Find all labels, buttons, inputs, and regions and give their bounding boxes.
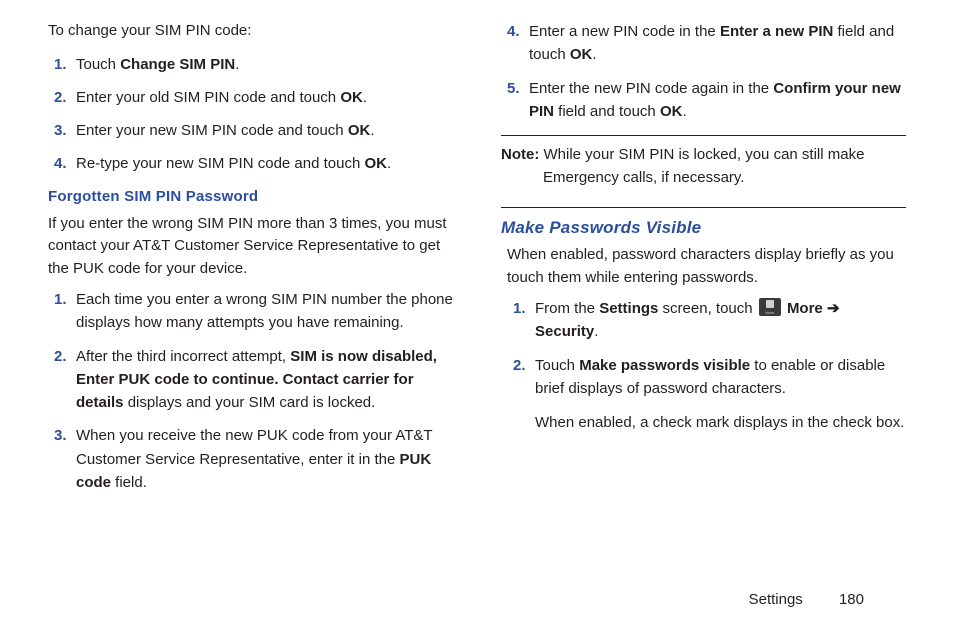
footer-section: Settings: [749, 591, 803, 608]
step-text: Enter the new PIN code again in the Conf…: [529, 77, 906, 124]
step-number: 5.: [501, 77, 529, 100]
step-item: 2. Touch Make passwords visible to enabl…: [507, 354, 906, 401]
step-item: 2. After the third incorrect attempt, SI…: [48, 345, 453, 415]
step-number: 3.: [48, 119, 76, 142]
step-text: When you receive the new PUK code from y…: [76, 424, 453, 494]
note-divider-top: [501, 135, 906, 136]
step-item: 2. Enter your old SIM PIN code and touch…: [48, 86, 453, 109]
forgotten-pin-heading: Forgotten SIM PIN Password: [48, 188, 453, 205]
make-passwords-visible-body: When enabled, password characters displa…: [507, 244, 906, 289]
step-item: 5. Enter the new PIN code again in the C…: [501, 77, 906, 124]
forgotten-pin-body: If you enter the wrong SIM PIN more than…: [48, 213, 453, 281]
step-text: Re-type your new SIM PIN code and touch …: [76, 152, 453, 175]
forgotten-pin-steps: 1. Each time you enter a wrong SIM PIN n…: [48, 288, 453, 494]
right-column: 4. Enter a new PIN code in the Enter a n…: [501, 20, 906, 506]
make-passwords-visible-steps: 1. From the Settings screen, touch More …: [507, 297, 906, 400]
note-text: While your SIM PIN is locked, you can st…: [539, 146, 864, 163]
step-number: 1.: [507, 297, 535, 320]
step-item: 3. Enter your new SIM PIN code and touch…: [48, 119, 453, 142]
footer-page-number: 180: [839, 591, 864, 608]
step-text: Enter a new PIN code in the Enter a new …: [529, 20, 906, 67]
step-number: 2.: [48, 86, 76, 109]
note-divider-bottom: [501, 207, 906, 208]
step-text: Each time you enter a wrong SIM PIN numb…: [76, 288, 453, 335]
step-item: 3. When you receive the new PUK code fro…: [48, 424, 453, 494]
step-number: 1.: [48, 288, 76, 311]
note-label: Note:: [501, 146, 539, 163]
step-text: Enter your old SIM PIN code and touch OK…: [76, 86, 453, 109]
step-text: Touch Change SIM PIN.: [76, 53, 453, 76]
step-number: 4.: [48, 152, 76, 175]
make-passwords-visible-heading: Make Passwords Visible: [501, 218, 906, 238]
step-text: From the Settings screen, touch More ➔ S…: [535, 297, 906, 344]
step-number: 4.: [501, 20, 529, 43]
step-text: Touch Make passwords visible to enable o…: [535, 354, 906, 401]
left-column: To change your SIM PIN code: 1. Touch Ch…: [48, 20, 453, 506]
change-pin-steps: 1. Touch Change SIM PIN. 2. Enter your o…: [48, 53, 453, 176]
step-item: 4. Enter a new PIN code in the Enter a n…: [501, 20, 906, 67]
change-pin-intro: To change your SIM PIN code:: [48, 20, 453, 43]
step-number: 2.: [48, 345, 76, 368]
forgotten-pin-steps-continued: 4. Enter a new PIN code in the Enter a n…: [501, 20, 906, 123]
more-icon: [759, 298, 781, 316]
page-footer: Settings 180: [749, 591, 864, 608]
step-number: 1.: [48, 53, 76, 76]
step-text: After the third incorrect attempt, SIM i…: [76, 345, 453, 415]
note-text-line2: Emergency calls, if necessary.: [501, 167, 906, 190]
step-number: 3.: [48, 424, 76, 447]
two-column-layout: To change your SIM PIN code: 1. Touch Ch…: [48, 20, 906, 506]
step-item: 1. From the Settings screen, touch More …: [507, 297, 906, 344]
step-number: 2.: [507, 354, 535, 377]
note-block: Note: While your SIM PIN is locked, you …: [501, 144, 906, 197]
arrow-icon: ➔: [823, 300, 840, 317]
make-passwords-visible-followup: When enabled, a check mark displays in t…: [535, 412, 906, 435]
step-item: 1. Touch Change SIM PIN.: [48, 53, 453, 76]
step-item: 4. Re-type your new SIM PIN code and tou…: [48, 152, 453, 175]
step-text: Enter your new SIM PIN code and touch OK…: [76, 119, 453, 142]
step-item: 1. Each time you enter a wrong SIM PIN n…: [48, 288, 453, 335]
